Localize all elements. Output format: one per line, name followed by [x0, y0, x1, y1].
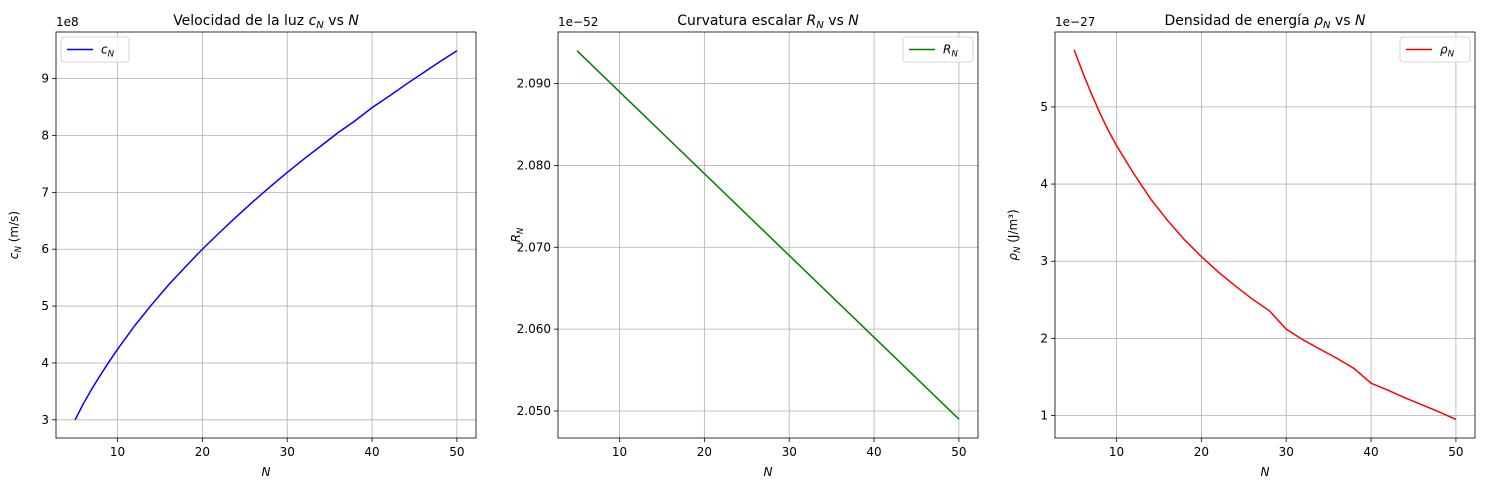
y-axis-label: cN (m/s) — [7, 211, 24, 259]
axes-frame — [557, 31, 979, 439]
y-tick-label: 1 — [1040, 409, 1048, 423]
chart-panel-1: 10 20 30 40 50 3 4 5 6 7 8 9 1e8 Velocidad de la luz … — [7, 13, 477, 479]
y-tick-label: 2.090 — [517, 77, 551, 91]
y-tick-label: 2.050 — [517, 404, 551, 418]
legend: ρN — [1399, 36, 1471, 63]
axes-frame — [55, 31, 477, 439]
x-axis-label: N — [1261, 465, 1270, 479]
y-tick-label: 4 — [41, 356, 49, 370]
y-tick-label: 2.070 — [517, 240, 551, 254]
x-tick-label: 10 — [612, 445, 627, 459]
y-axis-label: ρN (J/m³) — [1006, 209, 1023, 260]
chart-panel-3: 10 20 30 40 50 1 2 3 4 5 1e−27 Densidad de energía … — [1006, 13, 1476, 479]
y-tick-label: 5 — [1040, 100, 1048, 114]
x-tick-label: 20 — [697, 445, 712, 459]
y-tick-label: 3 — [1040, 254, 1048, 268]
series-line-1 — [74, 50, 458, 421]
axis-offset-text: 1e−27 — [1055, 15, 1095, 29]
x-tick-label: 50 — [449, 445, 464, 459]
legend-box — [1399, 36, 1471, 63]
x-tick-label: 50 — [951, 445, 966, 459]
y-tick-label: 5 — [41, 299, 49, 313]
axis-offset-text: 1e−52 — [558, 15, 598, 29]
y-tick-label: 2.060 — [517, 322, 551, 336]
y-tick-label: 6 — [41, 242, 49, 256]
y-tick-label: 2.080 — [517, 158, 551, 172]
series-line-1 — [576, 50, 960, 420]
x-tick-label: 40 — [866, 445, 881, 459]
chart-panel-2: 10 20 30 40 50 2.050 2.060 2.070 2.080 2.090 1e−52… — [509, 13, 979, 479]
x-tick-label: 30 — [1279, 445, 1294, 459]
chart-title: Curvatura escalar RN vs N — [677, 13, 859, 31]
x-tick-label: 30 — [782, 445, 797, 459]
axis-offset-text: 1e8 — [56, 15, 79, 29]
y-axis-label: RN​ — [509, 227, 526, 242]
chart-title: Densidad de energía ρN vs N — [1164, 13, 1366, 31]
x-tick-label: 40 — [1363, 445, 1378, 459]
y-tick-label: 4 — [1040, 177, 1048, 191]
y-tick-label: 3 — [41, 413, 49, 427]
legend-box — [60, 36, 130, 63]
x-tick-label: 20 — [1194, 445, 1209, 459]
y-tick-label: 8 — [41, 128, 49, 142]
x-tick-label: 20 — [195, 445, 210, 459]
x-axis-label: N — [262, 465, 271, 479]
x-tick-label: 10 — [110, 445, 125, 459]
legend: RN — [902, 36, 974, 63]
x-tick-label: 30 — [280, 445, 295, 459]
legend: cN — [60, 36, 130, 63]
chart-title: Velocidad de la luz cN vs N — [173, 13, 359, 31]
legend-label: ρN — [1440, 43, 1455, 60]
x-tick-label: 10 — [1109, 445, 1124, 459]
x-tick-label: 50 — [1448, 445, 1463, 459]
axes-frame — [1054, 31, 1476, 439]
legend-label: RN — [943, 43, 958, 60]
y-tick-label: 7 — [41, 185, 49, 199]
x-tick-label: 40 — [364, 445, 379, 459]
series-line-1 — [1073, 49, 1457, 421]
legend-label: cN — [101, 43, 115, 60]
legend-box — [902, 36, 974, 63]
y-tick-label: 2 — [1040, 331, 1048, 345]
y-tick-label: 9 — [41, 72, 49, 86]
x-axis-label: N — [764, 465, 773, 479]
